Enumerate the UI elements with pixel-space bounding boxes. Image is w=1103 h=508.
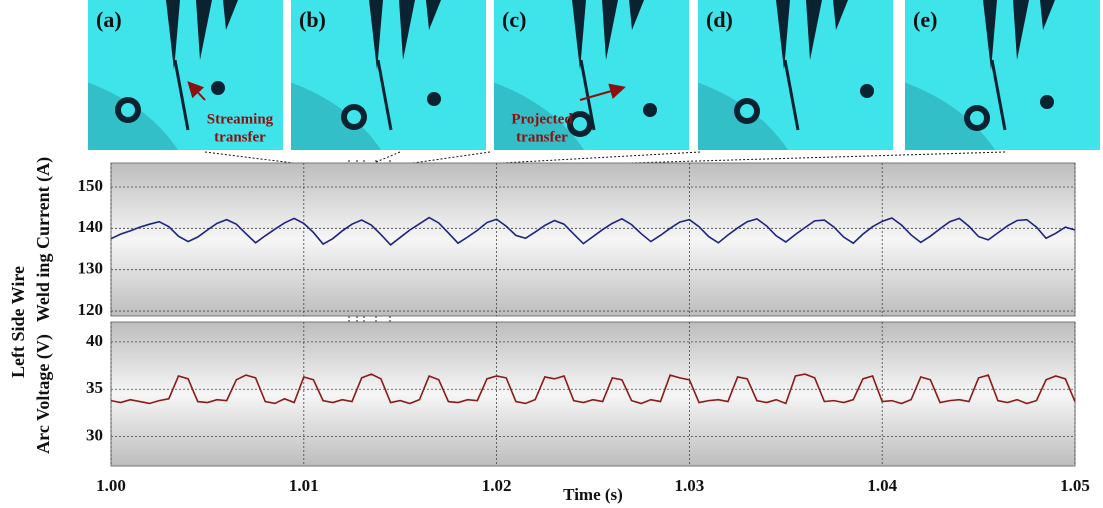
shade xyxy=(291,82,381,150)
y-axis-label: Weld ing Current (A) xyxy=(33,157,54,322)
y-tick-label: 30 xyxy=(86,426,103,445)
electrode xyxy=(983,0,997,70)
electrode xyxy=(166,0,180,70)
electrode xyxy=(1040,0,1055,30)
shade xyxy=(905,82,995,150)
plot-area xyxy=(110,321,1076,467)
droplet xyxy=(740,104,754,118)
image-strip: (a) Streaming transfer (b) (c) Projected trans… xyxy=(88,0,1100,150)
annotation-arrow xyxy=(187,81,206,101)
droplet xyxy=(860,84,874,98)
electrode xyxy=(426,0,441,30)
x-tick-label: 1.01 xyxy=(289,476,319,495)
image-panel: (d) xyxy=(698,0,893,150)
droplet xyxy=(211,81,225,95)
electrode xyxy=(399,0,415,60)
image-panel: (a) Streaming transfer xyxy=(88,0,283,150)
electrode xyxy=(223,0,238,30)
x-axis-label: Time (s) xyxy=(563,485,623,504)
x-tick-label: 1.03 xyxy=(675,476,705,495)
annotation: transfer xyxy=(516,129,568,145)
y-tick-label: 40 xyxy=(86,331,103,350)
electrode xyxy=(602,0,618,60)
shared-y-label: Left Side Wire xyxy=(8,266,28,378)
droplet xyxy=(970,111,984,125)
image-panel: (e) xyxy=(905,0,1100,150)
electrode xyxy=(196,0,212,60)
electrode xyxy=(369,0,383,70)
series-line xyxy=(110,373,1076,405)
electrode xyxy=(1013,0,1029,60)
electrode xyxy=(572,0,586,70)
annotation-arrow xyxy=(579,83,626,101)
electrode xyxy=(833,0,848,30)
electrode xyxy=(629,0,644,30)
image-panel: (b) xyxy=(291,0,486,150)
y-tick-label: 140 xyxy=(78,217,104,236)
x-tick-label: 1.05 xyxy=(1060,476,1090,495)
y-tick-label: 120 xyxy=(78,300,104,319)
connector-lines xyxy=(204,151,1006,462)
panel-label: (e) xyxy=(913,7,937,32)
droplet xyxy=(347,110,361,124)
annotation: Projected xyxy=(511,111,573,127)
droplet xyxy=(1040,95,1054,109)
shade xyxy=(494,82,584,150)
panel-label: (b) xyxy=(299,7,326,32)
panel-label: (a) xyxy=(96,7,122,32)
series-line xyxy=(110,216,1076,246)
annotation: Streaming xyxy=(207,111,274,127)
annotation: transfer xyxy=(214,129,266,145)
electrode xyxy=(776,0,790,70)
x-tick-label: 1.02 xyxy=(482,476,512,495)
panel-label: (c) xyxy=(502,7,526,32)
panel-label: (d) xyxy=(706,7,733,32)
y-tick-label: 130 xyxy=(78,259,104,278)
image-panel: (c) Projected transfer xyxy=(494,0,689,150)
y-tick-label: 150 xyxy=(78,176,104,195)
x-tick-label: 1.00 xyxy=(96,476,126,495)
wire xyxy=(173,59,190,131)
droplet xyxy=(643,103,657,117)
x-tick-label: 1.04 xyxy=(867,476,897,495)
wire xyxy=(376,59,393,131)
wire xyxy=(990,59,1007,131)
y-tick-label: 35 xyxy=(86,378,103,397)
droplet xyxy=(573,117,587,131)
wire xyxy=(579,59,596,131)
droplet xyxy=(427,92,441,106)
droplet xyxy=(121,103,135,117)
electrode xyxy=(806,0,822,60)
y-axis-label: Arc Voltage (V) xyxy=(33,334,54,454)
wire xyxy=(783,59,800,131)
plot-area xyxy=(110,162,1076,317)
